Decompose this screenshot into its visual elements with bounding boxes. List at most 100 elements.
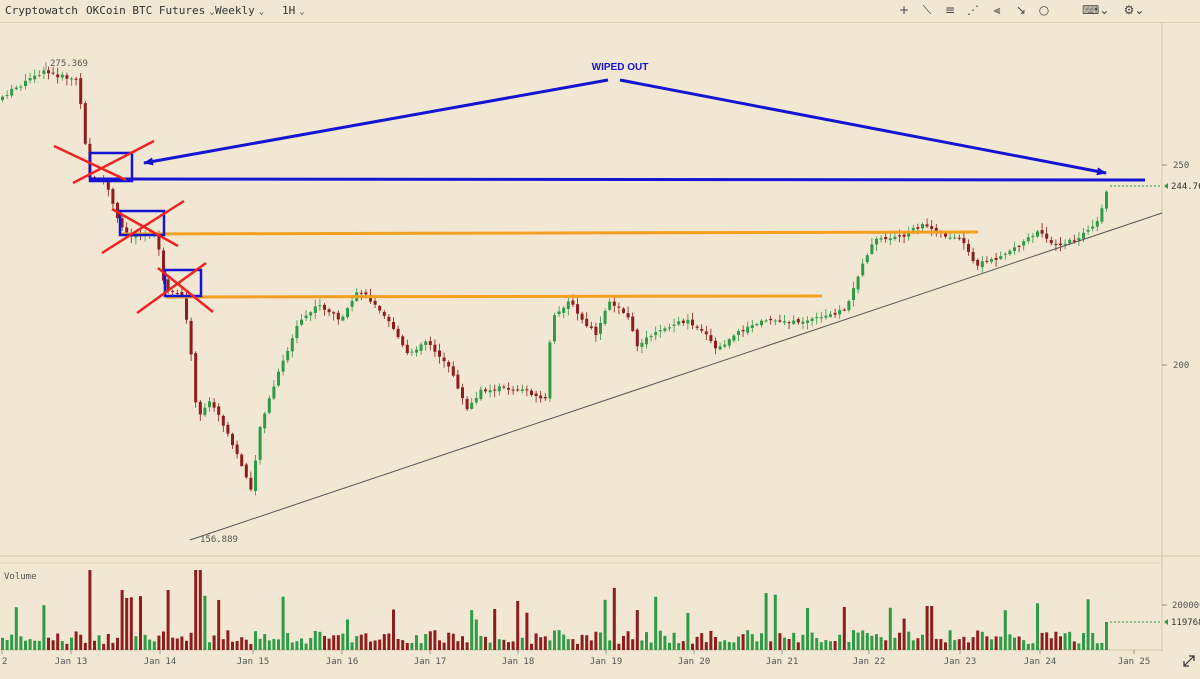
expand-icon[interactable] bbox=[1183, 655, 1195, 667]
contract-selector[interactable]: Weekly ⌄ bbox=[215, 4, 264, 17]
volume-bar bbox=[1091, 632, 1095, 650]
market-label: OKCoin BTC Futures bbox=[86, 4, 206, 17]
candle bbox=[484, 389, 487, 392]
candle bbox=[1105, 191, 1108, 209]
candle bbox=[341, 316, 345, 321]
volume-bar bbox=[511, 641, 515, 650]
candle bbox=[902, 234, 906, 237]
candle bbox=[28, 78, 32, 81]
volume-bar bbox=[134, 636, 138, 650]
candle bbox=[884, 237, 888, 240]
candle bbox=[194, 353, 198, 403]
stop-zone-box-2[interactable] bbox=[118, 209, 166, 237]
volume-bar bbox=[594, 631, 598, 650]
candle bbox=[42, 70, 46, 74]
stop-zone-box-1[interactable] bbox=[88, 151, 134, 183]
volume-bar bbox=[405, 643, 409, 650]
time-tick-label: Jan 18 bbox=[502, 657, 535, 667]
candle bbox=[810, 318, 814, 321]
market-selector[interactable]: OKCoin BTC Futures ⌄ bbox=[86, 4, 215, 17]
volume-bar bbox=[649, 642, 653, 650]
keyboard-icon[interactable]: ⌨⌄ bbox=[1082, 3, 1110, 17]
circle-icon[interactable]: ○ bbox=[1038, 3, 1050, 17]
chevron-down-icon: ⌄ bbox=[209, 7, 215, 17]
resistance-line-upper[interactable] bbox=[119, 230, 979, 236]
time-tick-label: Jan 23 bbox=[944, 657, 977, 667]
arrow-icon[interactable]: ↘ bbox=[1015, 3, 1027, 17]
volume-bar bbox=[309, 637, 313, 650]
candle bbox=[999, 256, 1003, 259]
volume-series bbox=[1, 570, 1108, 650]
candle bbox=[424, 341, 428, 345]
candle bbox=[70, 78, 73, 80]
volume-bar bbox=[990, 639, 993, 650]
volume-bar bbox=[272, 639, 276, 650]
brand-logo[interactable]: Cryptowatch bbox=[5, 4, 78, 17]
volume-bar bbox=[792, 632, 796, 650]
gear-icon[interactable]: ⚙⌄ bbox=[1123, 3, 1145, 17]
last-price-label: 244.76 bbox=[1171, 182, 1200, 192]
candle bbox=[185, 296, 188, 320]
volume-bar bbox=[746, 630, 750, 650]
volume-bar bbox=[976, 630, 980, 650]
volume-bar bbox=[378, 639, 382, 650]
interval-selector[interactable]: 1H ⌄ bbox=[282, 4, 305, 17]
volume-bar bbox=[1086, 599, 1090, 650]
volume-bar bbox=[907, 631, 911, 650]
volume-bar bbox=[737, 636, 740, 650]
pitchfork-icon[interactable]: ⫷ bbox=[993, 3, 1001, 17]
horizontal-lines-icon[interactable]: ≡ bbox=[944, 3, 956, 17]
resistance-line-lower[interactable] bbox=[165, 294, 823, 299]
fib-fan-icon[interactable]: ⋰ bbox=[967, 3, 979, 17]
candle bbox=[861, 263, 865, 276]
candle bbox=[704, 331, 708, 335]
volume-bar bbox=[1054, 631, 1058, 650]
volume-bar bbox=[741, 634, 745, 650]
volume-bar bbox=[1095, 643, 1099, 650]
volume-bar bbox=[829, 641, 832, 650]
trendline-icon[interactable]: ⟍ bbox=[922, 3, 932, 17]
volume-bar bbox=[5, 640, 9, 650]
volume-bar bbox=[769, 641, 773, 650]
volume-label: Volume bbox=[4, 572, 37, 582]
arrow-to-price[interactable] bbox=[619, 78, 1107, 176]
wiped-level-line[interactable] bbox=[89, 177, 1146, 182]
volume-bar bbox=[313, 630, 317, 650]
candle bbox=[677, 321, 681, 325]
candle bbox=[589, 326, 593, 328]
volume-bar bbox=[442, 642, 446, 650]
candle bbox=[686, 319, 690, 324]
candle bbox=[806, 320, 809, 323]
volume-bar bbox=[861, 630, 865, 650]
candle bbox=[649, 336, 653, 338]
volume-bar bbox=[576, 643, 579, 650]
candle bbox=[525, 389, 529, 391]
candle bbox=[300, 319, 303, 325]
volume-bar bbox=[166, 590, 170, 650]
volume-bar bbox=[663, 635, 667, 650]
arrow-to-box[interactable] bbox=[143, 78, 609, 166]
candle bbox=[180, 292, 184, 297]
volume-bar bbox=[801, 634, 805, 650]
candle bbox=[741, 330, 745, 332]
volume-bar bbox=[815, 638, 819, 650]
crosshair-icon[interactable]: + bbox=[898, 3, 910, 17]
stop-zone-box-3[interactable] bbox=[163, 268, 203, 298]
candle bbox=[116, 202, 119, 219]
volume-bar bbox=[898, 632, 901, 650]
volume-bar bbox=[143, 634, 147, 650]
volume-bar bbox=[520, 637, 524, 650]
volume-bar bbox=[566, 639, 570, 650]
candle bbox=[755, 324, 759, 326]
candle bbox=[714, 340, 717, 349]
candle bbox=[1072, 240, 1076, 242]
volume-bar bbox=[327, 638, 331, 650]
candle bbox=[47, 70, 50, 74]
volume-bar bbox=[700, 633, 704, 650]
candle bbox=[474, 398, 478, 403]
volume-bar bbox=[290, 642, 294, 650]
support-trendline[interactable] bbox=[189, 212, 1163, 541]
candle bbox=[520, 389, 524, 392]
candle bbox=[957, 237, 961, 239]
